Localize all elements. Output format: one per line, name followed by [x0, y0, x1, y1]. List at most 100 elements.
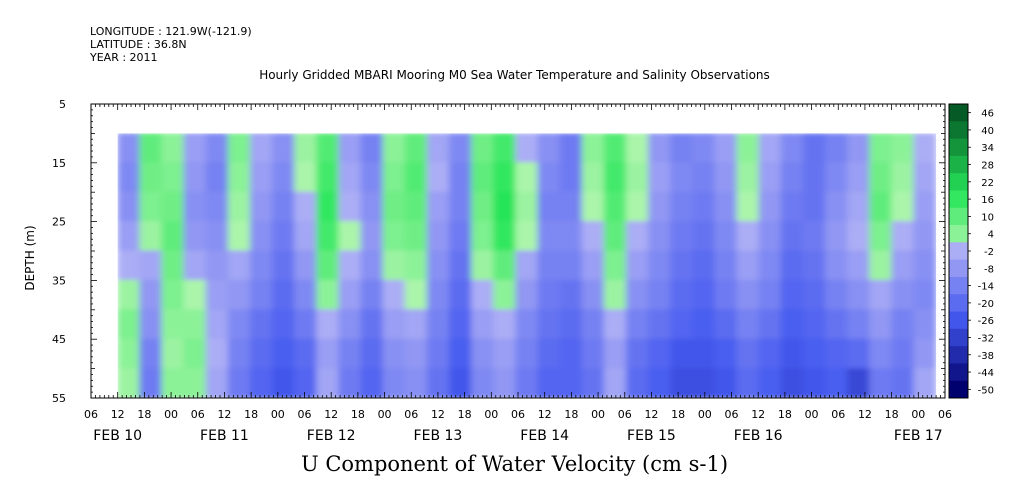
colorbar-segment — [949, 190, 968, 209]
heat-cell — [825, 221, 849, 252]
heat-cell — [559, 162, 583, 193]
heat-cell — [338, 162, 362, 193]
heat-cell — [913, 309, 937, 340]
colorbar-tick-label: 16 — [981, 195, 994, 206]
heat-cell — [227, 133, 251, 164]
heat-cell — [581, 309, 605, 340]
heat-cell — [227, 309, 251, 340]
x-hour-tick-label: 18 — [351, 408, 365, 421]
heat-cell — [847, 368, 871, 398]
heat-cell — [471, 368, 495, 398]
heat-cell — [515, 191, 539, 223]
heat-cell — [139, 221, 163, 252]
heat-cell — [780, 309, 804, 340]
heat-cell — [648, 279, 672, 311]
colorbar-segment — [949, 155, 968, 174]
heat-cell — [714, 221, 738, 252]
x-hour-tick-label: 12 — [751, 408, 765, 421]
y-tick-label: 55 — [52, 392, 66, 405]
heat-cell — [360, 162, 384, 193]
heat-cell — [360, 309, 384, 340]
heat-cell — [249, 191, 274, 223]
heat-cell — [581, 338, 605, 370]
x-hour-tick-label: 18 — [137, 408, 151, 421]
heat-cell — [625, 338, 650, 370]
x-hour-tick-label: 00 — [911, 408, 925, 421]
x-hour-tick-label: 18 — [564, 408, 578, 421]
heat-cell — [714, 309, 738, 340]
heat-cell — [736, 162, 760, 193]
heat-cell — [869, 338, 893, 370]
heat-cell — [648, 368, 672, 398]
heat-cell — [294, 221, 318, 252]
heat-cell — [139, 338, 163, 370]
colorbar-tick-label: -2 — [984, 247, 994, 258]
x-hour-tick-label: 00 — [698, 408, 712, 421]
heat-cell — [227, 250, 251, 281]
heat-cell — [670, 279, 694, 311]
heat-cell — [404, 309, 428, 340]
colorbar-segment — [949, 242, 968, 261]
x-hour-tick-label: 06 — [938, 408, 952, 421]
heat-cell — [249, 309, 274, 340]
heat-cell — [802, 309, 827, 340]
heat-cell — [161, 338, 185, 370]
heat-cell — [338, 191, 362, 223]
heat-cell — [139, 191, 163, 223]
x-hour-tick-label: 12 — [644, 408, 658, 421]
heat-cell — [493, 368, 517, 398]
heat-cell — [847, 191, 871, 223]
heat-cell — [272, 191, 296, 223]
heat-cell — [603, 338, 627, 370]
x-hour-tick-label: 00 — [164, 408, 178, 421]
heat-cell — [294, 191, 318, 223]
heat-cell — [825, 338, 849, 370]
heat-cell — [847, 338, 871, 370]
colorbar-tick-label: -14 — [978, 282, 994, 293]
y-tick-label: 15 — [52, 157, 66, 170]
colorbar-segment — [949, 259, 968, 278]
heat-cell — [692, 191, 716, 223]
x-hour-tick-label: 18 — [778, 408, 792, 421]
heat-cell — [338, 309, 362, 340]
heat-cell — [670, 221, 694, 252]
heat-cell — [426, 191, 450, 223]
x-hour-tick-label: 12 — [324, 408, 338, 421]
heat-cell — [913, 338, 937, 370]
heat-cell — [249, 250, 274, 281]
x-date-tick-label: FEB 13 — [414, 428, 463, 444]
heat-cell — [559, 133, 583, 164]
y-tick-label: 35 — [52, 274, 66, 287]
colorbar-segment — [949, 276, 968, 295]
heat-cell — [625, 279, 650, 311]
heat-cell — [648, 191, 672, 223]
x-hour-tick-label: 12 — [858, 408, 872, 421]
heat-cell — [847, 162, 871, 193]
heat-cell — [537, 279, 561, 311]
heat-cell — [670, 133, 694, 164]
heat-cell — [117, 133, 141, 164]
heat-cell — [426, 250, 450, 281]
heat-cell — [670, 191, 694, 223]
heat-cell — [603, 368, 627, 398]
heat-cell — [205, 133, 229, 164]
heat-cell — [448, 162, 473, 193]
heat-cell — [780, 221, 804, 252]
heat-cell — [493, 279, 517, 311]
colorbar-tick-label: 34 — [981, 143, 994, 154]
x-hour-tick-label: 00 — [484, 408, 498, 421]
heat-cell — [404, 338, 428, 370]
heat-cell — [891, 221, 915, 252]
heat-cell — [825, 191, 849, 223]
heat-cell — [227, 162, 251, 193]
heat-cell — [338, 279, 362, 311]
heat-cell — [825, 250, 849, 281]
heat-cell — [847, 309, 871, 340]
x-hour-tick-label: 06 — [618, 408, 632, 421]
heat-cell — [515, 162, 539, 193]
heat-cell — [183, 250, 207, 281]
heat-cell — [670, 250, 694, 281]
heat-cell — [117, 250, 141, 281]
heat-cell — [227, 338, 251, 370]
heat-cell — [117, 191, 141, 223]
